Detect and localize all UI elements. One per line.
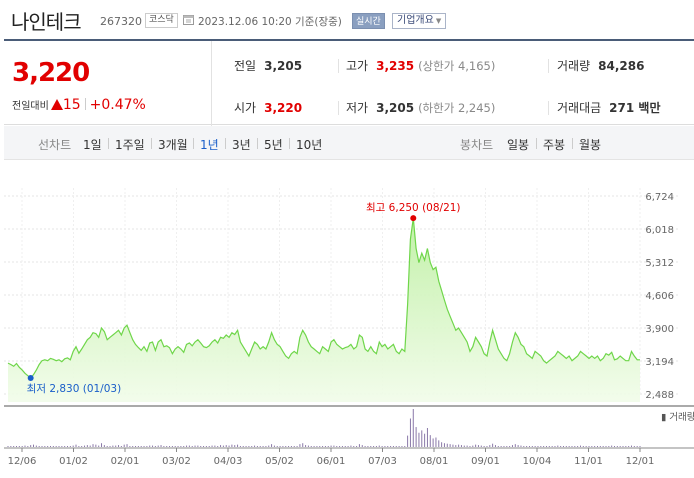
divider (536, 138, 537, 149)
trade-value-label: 거래대금 (557, 101, 602, 115)
volume-bars (7, 409, 641, 447)
x-axis-ticks: 12/06 01/02 02/01 03/02 04/03 05/02 06/01 07/03… (8, 448, 655, 467)
tab-3m[interactable]: 3개월 (158, 138, 188, 152)
x-tick-label: 08/01 (420, 456, 449, 467)
tab-weekly[interactable]: 주봉 (543, 138, 566, 152)
lower-limit: (하한가 2,245) (418, 101, 496, 115)
divider (572, 138, 573, 149)
price-chart: 최고 6,250 (08/21)최저 2,830 (01/03) 6,7246,… (4, 188, 694, 467)
x-tick-label: 05/02 (265, 456, 294, 467)
prev-close-value: 3,205 (264, 59, 303, 73)
x-tick-label: 12/01 (626, 456, 655, 467)
x-tick-label: 12/06 (8, 456, 37, 467)
upper-limit: (상한가 4,165) (418, 59, 496, 73)
tab-1y[interactable]: 1년 (200, 138, 219, 152)
company-info-label: 기업개요 (397, 15, 434, 26)
x-tick-label: 03/02 (162, 456, 191, 467)
tab-10y[interactable]: 10년 (296, 138, 323, 152)
company-info-dropdown[interactable]: 기업개요 ▼ (392, 13, 447, 29)
open-price: 시가 3,220 (234, 99, 302, 116)
divider (225, 138, 226, 149)
y-tick-label: 5,312 (645, 258, 674, 269)
divider (548, 101, 549, 115)
volume-legend: ▮ 거래량 (661, 411, 694, 423)
calendar-icon (183, 15, 194, 25)
tab-daily[interactable]: 일봉 (507, 138, 530, 152)
candle-chart-label: 봉차트 (460, 138, 494, 152)
x-tick-label: 07/03 (368, 456, 397, 467)
x-tick-label: 01/02 (59, 456, 88, 467)
chart-annotations: 최고 6,250 (08/21) 최저 2,830 (01/03) (27, 202, 461, 395)
y-tick-label: 4,606 (645, 291, 674, 302)
tab-monthly[interactable]: 월봉 (579, 138, 602, 152)
realtime-button[interactable]: 실시간 (352, 13, 385, 29)
divider (211, 41, 212, 126)
prev-close-label: 전일 (234, 59, 257, 73)
prev-close: 전일 3,205 (234, 57, 302, 74)
price-area (8, 218, 640, 402)
quote-panel: 3,220 전일대비 15 +0.47% 전일 3,205 고가 3,235 (상한가 4… (4, 39, 694, 126)
y-tick-label: 2,488 (645, 390, 674, 401)
divider (84, 98, 86, 110)
price-change: 전일대비 15 +0.47% (12, 94, 146, 113)
tab-1w[interactable]: 1주일 (115, 138, 145, 152)
x-tick-label: 06/01 (317, 456, 346, 467)
volume-value: 84,286 (598, 59, 645, 73)
change-label: 전일대비 (12, 101, 49, 112)
day-high: 고가 3,235 (상한가 4,165) (346, 57, 495, 74)
low-annotation: 최저 2,830 (01/03) (27, 383, 122, 395)
y-tick-label: 3,194 (645, 357, 674, 368)
stock-code: 267320 (100, 15, 142, 28)
volume-label: 거래량 (557, 59, 591, 73)
x-tick-label: 02/01 (111, 456, 140, 467)
high-label: 고가 (346, 59, 369, 73)
divider (193, 138, 194, 149)
high-annotation: 최고 6,250 (08/21) (366, 202, 461, 214)
caret-down-icon: ▼ (435, 17, 442, 25)
up-triangle-icon (50, 99, 63, 110)
y-tick-label: 3,900 (645, 324, 674, 335)
high-value: 3,235 (376, 59, 415, 73)
tab-5y[interactable]: 5년 (264, 138, 283, 152)
y-axis-ticks: 6,724 6,018 5,312 4,606 3,900 3,194 2,488 (645, 192, 674, 401)
company-name: 나인테크 (11, 10, 82, 34)
open-value: 3,220 (264, 101, 303, 115)
day-low: 저가 3,205 (하한가 2,245) (346, 99, 495, 116)
stock-header: 나인테크 267320 코스닥 2023.12.06 10:20 기준(장중) … (0, 0, 694, 38)
y-tick-label: 6,724 (645, 192, 674, 203)
divider (151, 138, 152, 149)
trade-value: 거래대금 271 백만 (557, 99, 660, 116)
y-tick-label: 6,018 (645, 225, 674, 236)
volume: 거래량 84,286 (557, 57, 644, 74)
tab-1d[interactable]: 1일 (83, 138, 102, 152)
quote-datetime: 2023.12.06 10:20 기준(장중) (198, 16, 342, 28)
period-tab-bar: 선차트 1일 1주일 3개월 1년 3년 5년 10년 봉차트 일봉 주봉 월봉 (4, 126, 694, 160)
low-marker (27, 375, 34, 382)
low-label: 저가 (346, 101, 369, 115)
trade-value-value: 271 백만 (609, 101, 661, 115)
x-tick-label: 10/04 (523, 456, 552, 467)
divider (338, 101, 339, 115)
change-amount: 15 (62, 97, 81, 113)
open-label: 시가 (234, 101, 257, 115)
x-tick-label: 04/03 (214, 456, 243, 467)
divider (338, 59, 339, 73)
current-price: 3,220 (12, 58, 90, 88)
divider (257, 138, 258, 149)
divider (289, 138, 290, 149)
x-tick-label: 09/01 (471, 456, 500, 467)
divider (548, 59, 549, 73)
tab-3y[interactable]: 3년 (232, 138, 251, 152)
price-line (7, 218, 640, 379)
low-value: 3,205 (376, 101, 415, 115)
line-chart-label: 선차트 (38, 138, 72, 152)
high-marker (410, 215, 417, 222)
divider (108, 138, 109, 149)
market-badge: 코스닥 (145, 13, 178, 28)
change-percent: +0.47% (89, 97, 146, 113)
x-tick-label: 11/01 (574, 456, 603, 467)
